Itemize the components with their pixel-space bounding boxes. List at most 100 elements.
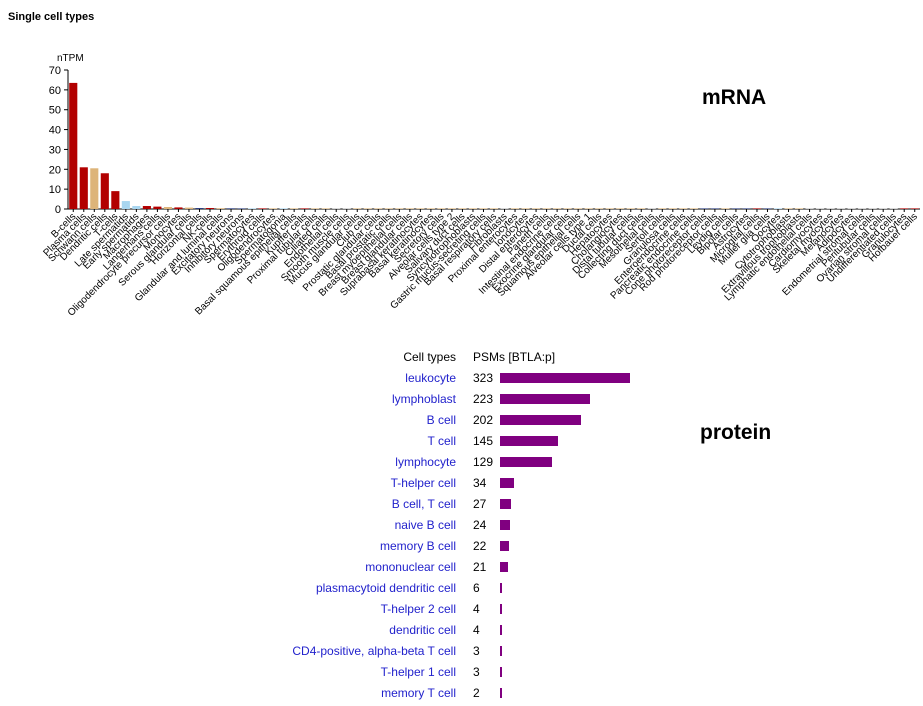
bar[interactable] xyxy=(647,208,656,209)
bar[interactable] xyxy=(405,208,414,209)
bar[interactable] xyxy=(595,208,604,209)
bar[interactable] xyxy=(269,208,278,209)
cell-type-link[interactable]: T-helper cell xyxy=(390,476,456,490)
bar[interactable] xyxy=(195,208,204,209)
cell-type-link[interactable]: memory B cell xyxy=(379,539,456,553)
bar[interactable] xyxy=(721,208,730,209)
bar[interactable] xyxy=(142,206,151,209)
bar[interactable] xyxy=(121,201,130,209)
cell-type-link[interactable]: dendritic cell xyxy=(389,623,456,637)
bar[interactable] xyxy=(521,208,530,209)
cell-type-link[interactable]: CD4-positive, alpha-beta T cell xyxy=(292,644,456,658)
bar[interactable] xyxy=(910,208,919,209)
bar[interactable] xyxy=(374,208,383,209)
bar[interactable] xyxy=(584,208,593,209)
bar[interactable] xyxy=(290,208,299,209)
cell-type-link[interactable]: plasmacytoid dendritic cell xyxy=(315,581,456,595)
cell-type-link[interactable]: B cell xyxy=(426,413,456,427)
bar[interactable] xyxy=(332,208,341,209)
bar[interactable] xyxy=(889,208,898,209)
bar[interactable] xyxy=(858,208,867,209)
bar[interactable] xyxy=(563,208,572,209)
cell-type-link[interactable]: T cell xyxy=(427,434,456,448)
bar[interactable] xyxy=(184,207,194,209)
cell-type-link[interactable]: memory T cell xyxy=(381,686,456,700)
bar[interactable] xyxy=(500,208,509,209)
cell-type-link[interactable]: naive B cell xyxy=(394,518,456,532)
bar[interactable] xyxy=(900,208,909,209)
bar[interactable] xyxy=(426,208,435,209)
bar[interactable] xyxy=(489,208,499,209)
cell-type-link[interactable]: mononuclear cell xyxy=(365,560,456,574)
psm-value: 323 xyxy=(473,371,494,385)
bar[interactable] xyxy=(174,207,183,209)
bar[interactable] xyxy=(731,208,740,209)
bar[interactable] xyxy=(879,208,888,209)
bar[interactable] xyxy=(605,208,614,209)
bar[interactable] xyxy=(237,208,246,209)
bar[interactable] xyxy=(300,208,309,209)
bar[interactable] xyxy=(479,208,488,209)
bar[interactable] xyxy=(689,208,698,209)
bar[interactable] xyxy=(742,208,751,209)
bar[interactable] xyxy=(395,208,404,209)
cell-type-link[interactable]: T-helper 2 cell xyxy=(380,602,456,616)
bar[interactable] xyxy=(458,208,467,209)
bar[interactable] xyxy=(90,168,99,209)
bar[interactable] xyxy=(668,208,677,209)
bar[interactable] xyxy=(416,208,425,209)
bar[interactable] xyxy=(321,208,330,209)
bar[interactable] xyxy=(574,208,583,209)
bar[interactable] xyxy=(542,208,551,209)
bar[interactable] xyxy=(752,208,762,209)
bar[interactable] xyxy=(553,208,562,209)
bar[interactable] xyxy=(311,208,320,209)
bar[interactable] xyxy=(616,208,625,209)
bar[interactable] xyxy=(363,208,372,209)
cell-type-link[interactable]: leukocyte xyxy=(405,371,456,385)
bar[interactable] xyxy=(794,208,804,209)
bar[interactable] xyxy=(216,208,225,209)
protein-row: T cell 145 xyxy=(0,431,923,452)
psm-value: 21 xyxy=(473,560,487,574)
bar[interactable] xyxy=(658,208,667,209)
bar[interactable] xyxy=(763,208,772,209)
bar[interactable] xyxy=(837,208,846,209)
bar[interactable] xyxy=(69,82,78,209)
bar[interactable] xyxy=(205,208,215,209)
bar[interactable] xyxy=(868,208,877,209)
bar[interactable] xyxy=(79,167,88,209)
bar[interactable] xyxy=(111,191,120,209)
bar[interactable] xyxy=(468,208,478,209)
bar[interactable] xyxy=(710,208,719,209)
bar[interactable] xyxy=(637,208,646,209)
bar[interactable] xyxy=(258,208,267,209)
bar[interactable] xyxy=(679,208,688,209)
bar[interactable] xyxy=(153,206,162,209)
cell-type-link[interactable]: B cell, T cell xyxy=(391,497,456,511)
bar[interactable] xyxy=(700,208,709,209)
cell-type-link[interactable]: lymphocyte xyxy=(395,455,456,469)
bar[interactable] xyxy=(342,208,351,209)
bar[interactable] xyxy=(805,208,814,209)
bar[interactable] xyxy=(816,208,825,209)
bar[interactable] xyxy=(384,208,393,209)
cell-type-link[interactable]: T-helper 1 cell xyxy=(380,665,456,679)
bar[interactable] xyxy=(626,208,635,209)
bar[interactable] xyxy=(163,207,172,209)
bar[interactable] xyxy=(248,208,257,209)
bar[interactable] xyxy=(447,208,456,209)
bar[interactable] xyxy=(784,208,793,209)
bar[interactable] xyxy=(773,208,783,209)
bar[interactable] xyxy=(437,208,446,209)
bar[interactable] xyxy=(226,208,236,209)
bar[interactable] xyxy=(510,208,520,209)
bar[interactable] xyxy=(100,173,109,209)
bar[interactable] xyxy=(532,208,541,209)
bar[interactable] xyxy=(847,208,856,209)
bar[interactable] xyxy=(132,206,141,209)
bar[interactable] xyxy=(279,208,288,209)
bar[interactable] xyxy=(826,208,835,209)
bar[interactable] xyxy=(353,208,362,209)
cell-type-link[interactable]: lymphoblast xyxy=(391,392,456,406)
